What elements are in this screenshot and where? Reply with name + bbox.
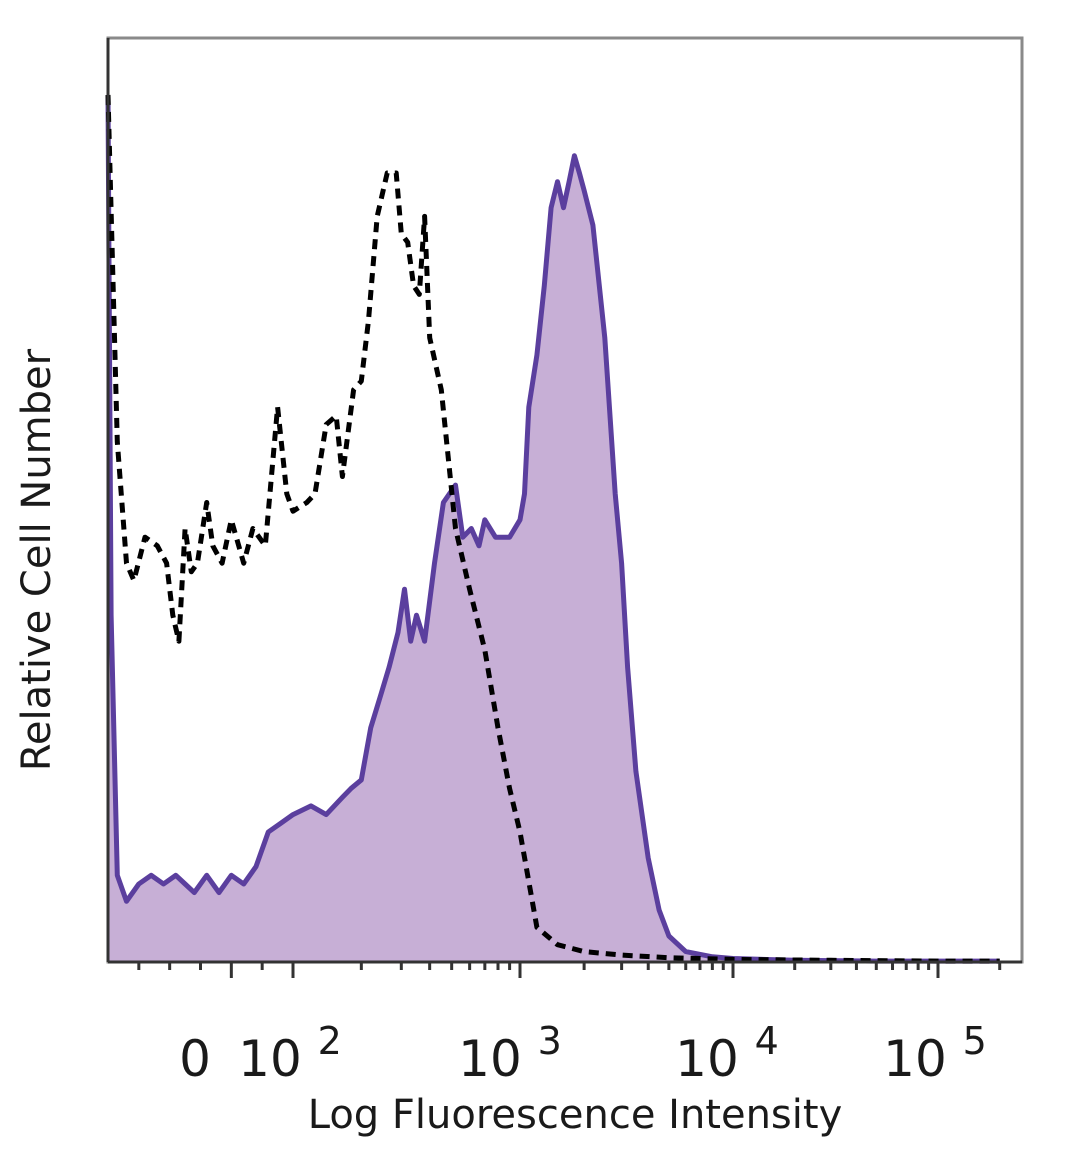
x-tick-label-layer: 0 10 2 10 3 10 4 10 5 bbox=[179, 1019, 987, 1088]
x-tick-layer bbox=[137, 962, 1002, 978]
x-tick-label: 0 bbox=[179, 1030, 211, 1088]
x-tick-label: 10 4 bbox=[675, 1019, 779, 1088]
x-tick-label: 10 5 bbox=[883, 1019, 987, 1088]
x-tick-label: 10 2 bbox=[238, 1019, 342, 1088]
y-axis-title: Relative Cell Number bbox=[14, 348, 60, 771]
series-1-line bbox=[105, 94, 1000, 964]
x-axis-title: Log Fluorescence Intensity bbox=[308, 1092, 843, 1138]
series-layer bbox=[105, 94, 1000, 964]
series-2-line bbox=[105, 94, 1000, 964]
x-tick-label: 10 3 bbox=[458, 1019, 562, 1088]
series-2-area bbox=[108, 95, 1000, 962]
